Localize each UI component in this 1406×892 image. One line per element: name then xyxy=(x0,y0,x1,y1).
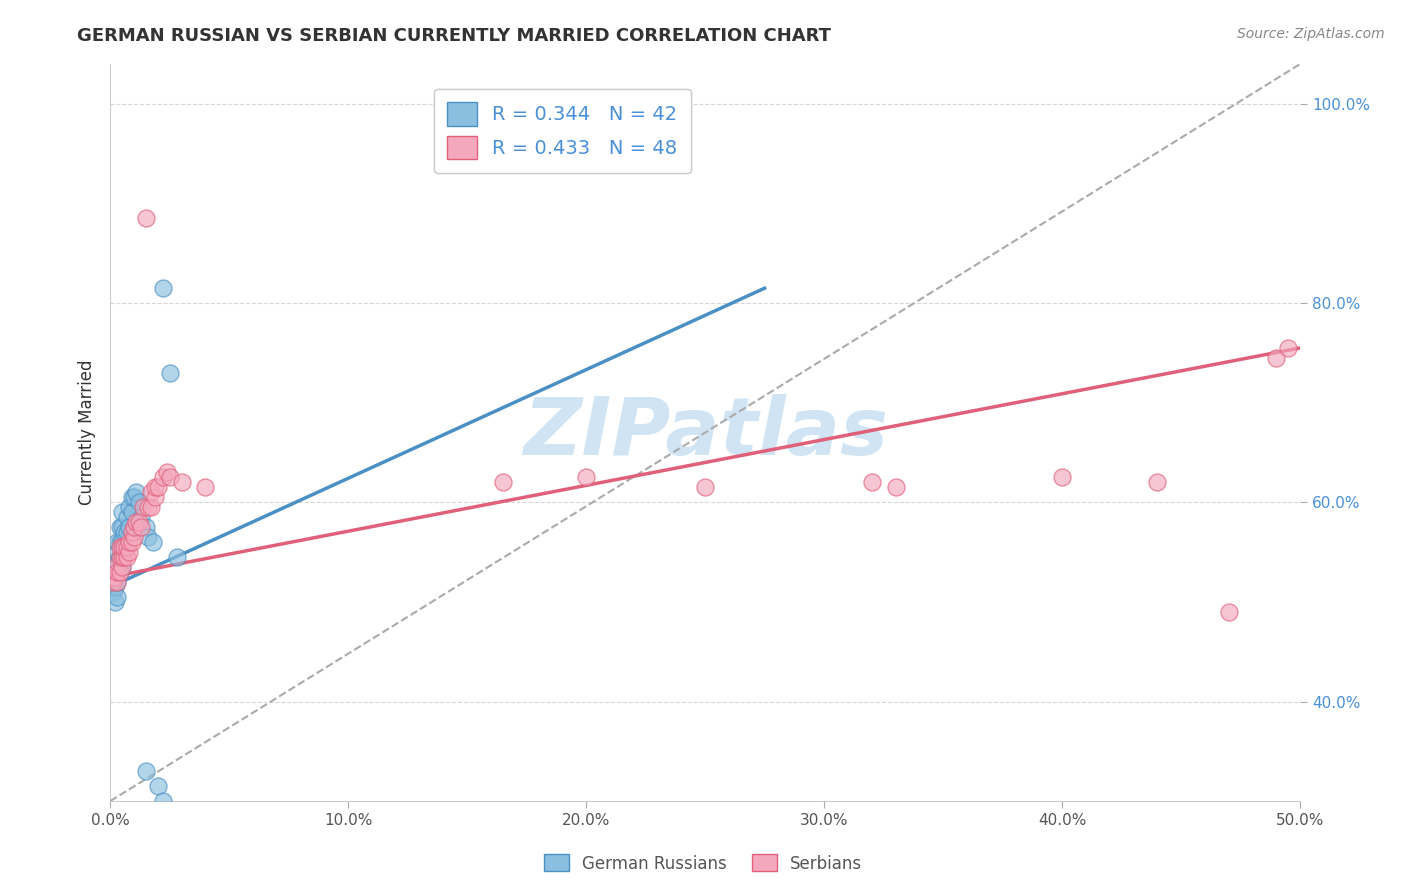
Point xyxy=(105,565,128,579)
Point xyxy=(111,560,134,574)
Point xyxy=(114,540,136,554)
Point xyxy=(104,570,127,584)
Point xyxy=(104,580,127,594)
Point xyxy=(146,480,169,494)
Point xyxy=(146,779,169,793)
Point xyxy=(1265,351,1288,365)
Point xyxy=(118,500,141,515)
Point xyxy=(111,535,134,549)
Point xyxy=(104,595,127,609)
Point xyxy=(114,525,136,540)
Point xyxy=(108,540,131,554)
Point xyxy=(136,530,159,544)
Point xyxy=(139,485,162,500)
Point xyxy=(135,520,157,534)
Point xyxy=(152,470,174,484)
Point xyxy=(111,520,134,534)
Point xyxy=(105,545,128,559)
Point xyxy=(108,535,131,549)
Point xyxy=(111,550,134,565)
Point xyxy=(101,570,124,584)
Point xyxy=(145,491,167,505)
Point xyxy=(108,550,131,565)
Point xyxy=(139,500,162,515)
Point xyxy=(1050,470,1073,484)
Point xyxy=(115,510,138,524)
Point xyxy=(122,530,145,544)
Point xyxy=(118,535,141,549)
Point xyxy=(695,480,717,494)
Point xyxy=(152,794,174,808)
Point xyxy=(105,535,128,549)
Point xyxy=(101,585,124,599)
Point xyxy=(129,520,152,534)
Point xyxy=(104,555,127,569)
Text: GERMAN RUSSIAN VS SERBIAN CURRENTLY MARRIED CORRELATION CHART: GERMAN RUSSIAN VS SERBIAN CURRENTLY MARR… xyxy=(77,27,831,45)
Point xyxy=(128,495,150,509)
Point xyxy=(118,545,141,559)
Point xyxy=(101,574,124,589)
Point xyxy=(108,550,131,565)
Text: ZIPatlas: ZIPatlas xyxy=(523,393,887,472)
Point xyxy=(111,540,134,554)
Point xyxy=(101,560,124,574)
Point xyxy=(135,211,157,226)
Point xyxy=(122,491,145,505)
Point xyxy=(105,574,128,589)
Point xyxy=(105,574,128,589)
Text: Source: ZipAtlas.com: Source: ZipAtlas.com xyxy=(1237,27,1385,41)
Point xyxy=(104,560,127,574)
Point xyxy=(101,574,124,589)
Point xyxy=(104,570,127,584)
Point xyxy=(121,535,143,549)
Point xyxy=(166,550,188,565)
Point xyxy=(1218,605,1240,619)
Point xyxy=(142,535,165,549)
Point xyxy=(129,510,152,524)
Point xyxy=(121,505,143,519)
Point xyxy=(115,525,138,540)
Point xyxy=(115,540,138,554)
Point xyxy=(159,366,181,380)
Point xyxy=(492,475,515,490)
Point xyxy=(156,466,179,480)
Point xyxy=(108,565,131,579)
Point xyxy=(135,764,157,779)
Point xyxy=(111,550,134,565)
Point xyxy=(145,480,167,494)
Point xyxy=(575,470,598,484)
Point xyxy=(884,480,907,494)
Point xyxy=(121,525,143,540)
Point xyxy=(132,500,155,515)
Point xyxy=(114,550,136,565)
Point xyxy=(121,491,143,505)
Point xyxy=(194,480,217,494)
Point xyxy=(128,515,150,529)
Point xyxy=(170,475,193,490)
Point xyxy=(111,505,134,519)
Point xyxy=(115,550,138,565)
Legend: R = 0.344   N = 42, R = 0.433   N = 48: R = 0.344 N = 42, R = 0.433 N = 48 xyxy=(434,88,690,173)
Point xyxy=(1277,341,1299,355)
Point xyxy=(122,520,145,534)
Point xyxy=(125,515,148,529)
Point xyxy=(860,475,883,490)
Point xyxy=(152,281,174,295)
Point xyxy=(159,470,181,484)
Point xyxy=(118,520,141,534)
Point xyxy=(136,500,159,515)
Point xyxy=(108,520,131,534)
Point xyxy=(105,590,128,604)
Point xyxy=(108,565,131,579)
Point xyxy=(1146,475,1168,490)
Point xyxy=(111,560,134,574)
Legend: German Russians, Serbians: German Russians, Serbians xyxy=(537,847,869,880)
Point xyxy=(105,560,128,574)
Y-axis label: Currently Married: Currently Married xyxy=(79,359,96,506)
Point xyxy=(125,485,148,500)
Point xyxy=(114,540,136,554)
